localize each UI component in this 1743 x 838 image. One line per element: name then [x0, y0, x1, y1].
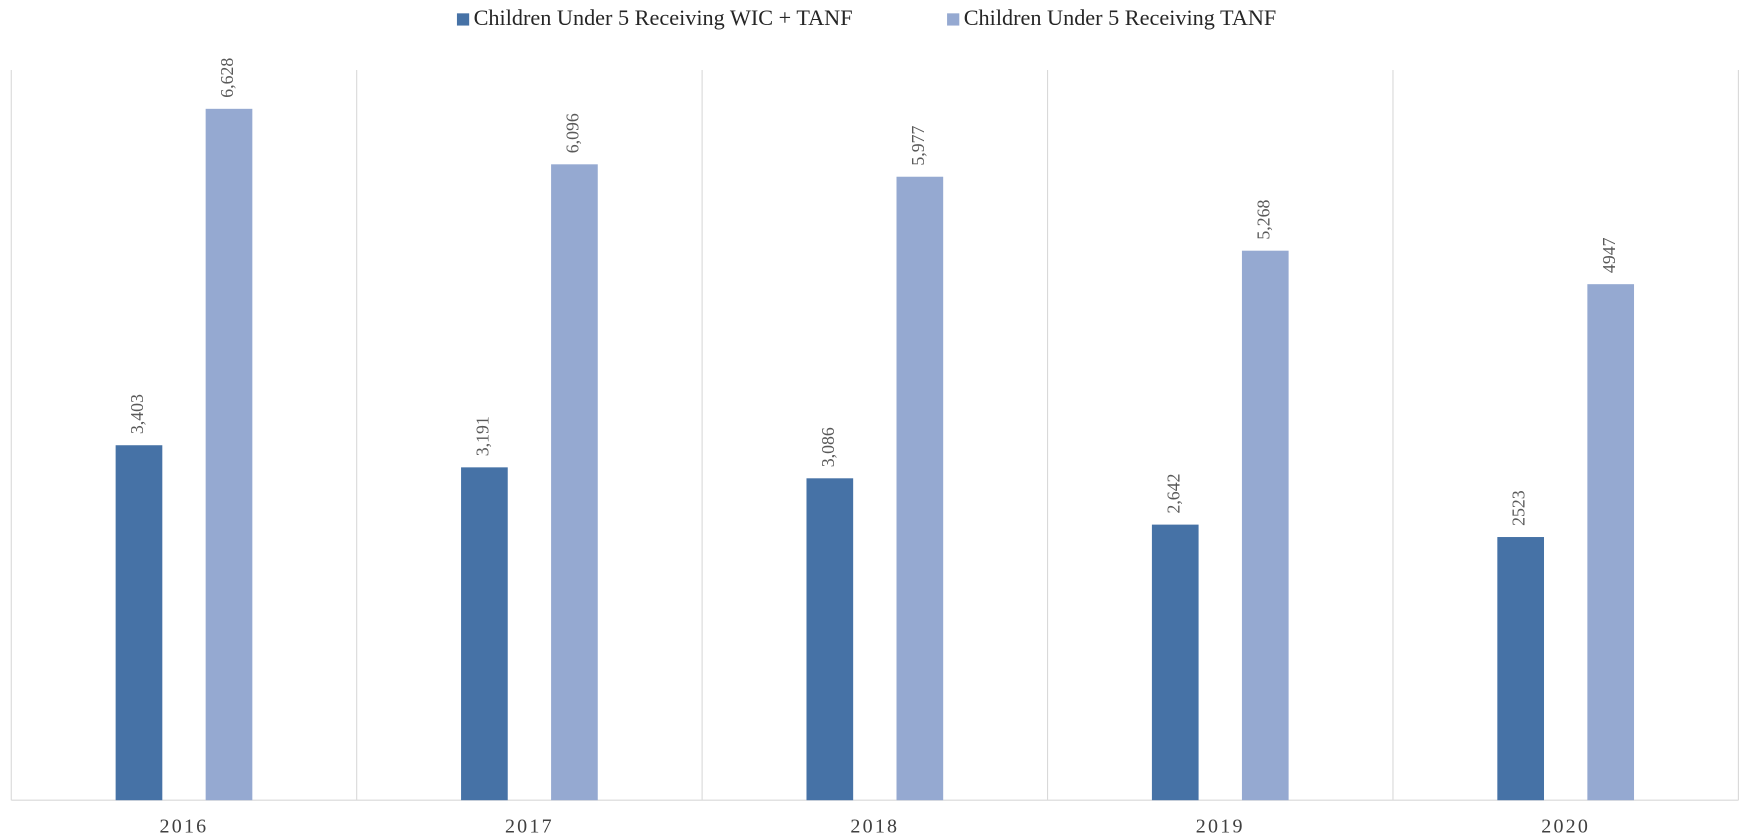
data-label: 6,628 — [217, 58, 237, 98]
bar — [1241, 250, 1289, 801]
legend-swatch — [456, 13, 470, 26]
bar — [1497, 537, 1545, 801]
data-label: 3,191 — [472, 416, 492, 456]
x-tick-label: 2020 — [1541, 816, 1590, 838]
legend-label: Children Under 5 Receiving WIC + TANF — [474, 5, 853, 30]
bar — [896, 176, 944, 801]
bar — [115, 445, 163, 801]
bar — [205, 108, 253, 801]
data-label: 3,403 — [127, 394, 147, 434]
bar — [1151, 524, 1199, 801]
data-label: 2,642 — [1163, 474, 1183, 514]
bar — [551, 164, 598, 801]
x-tick-label: 2017 — [505, 816, 554, 838]
bar — [806, 478, 854, 801]
data-label: 5,977 — [908, 126, 928, 166]
legend-swatch — [947, 13, 960, 26]
legend-label: Children Under 5 Receiving TANF — [964, 5, 1277, 30]
bar — [461, 467, 508, 801]
x-tick-label: 2019 — [1196, 816, 1245, 838]
data-label: 3,086 — [818, 427, 838, 467]
x-tick-label: 2018 — [850, 816, 899, 838]
data-label: 6,096 — [562, 113, 582, 153]
data-label: 2523 — [1509, 490, 1529, 526]
data-label: 4947 — [1599, 237, 1619, 273]
x-tick-label: 2016 — [160, 816, 209, 838]
data-label: 5,268 — [1253, 199, 1273, 239]
bar — [1587, 284, 1635, 801]
